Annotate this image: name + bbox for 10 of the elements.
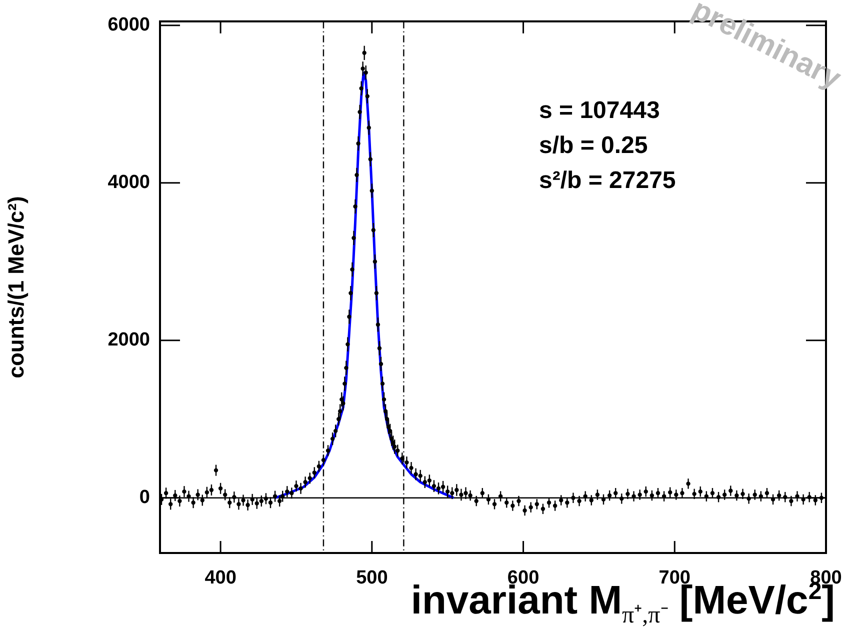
y-tick-label: 6000 [108,14,150,36]
annotation: s/b = 0.25 [539,132,648,159]
y-tick-label: 2000 [108,330,150,351]
annotation: s = 107443 [539,97,660,124]
x-tick-label: 500 [356,568,388,589]
annotation: s²/b = 27275 [539,167,676,194]
x-tick-label: 400 [204,568,236,589]
y-axis-title: counts/(1 MeV/c²) [3,196,28,378]
y-tick-label: 4000 [108,172,150,194]
y-tick-label: 0 [139,487,150,508]
